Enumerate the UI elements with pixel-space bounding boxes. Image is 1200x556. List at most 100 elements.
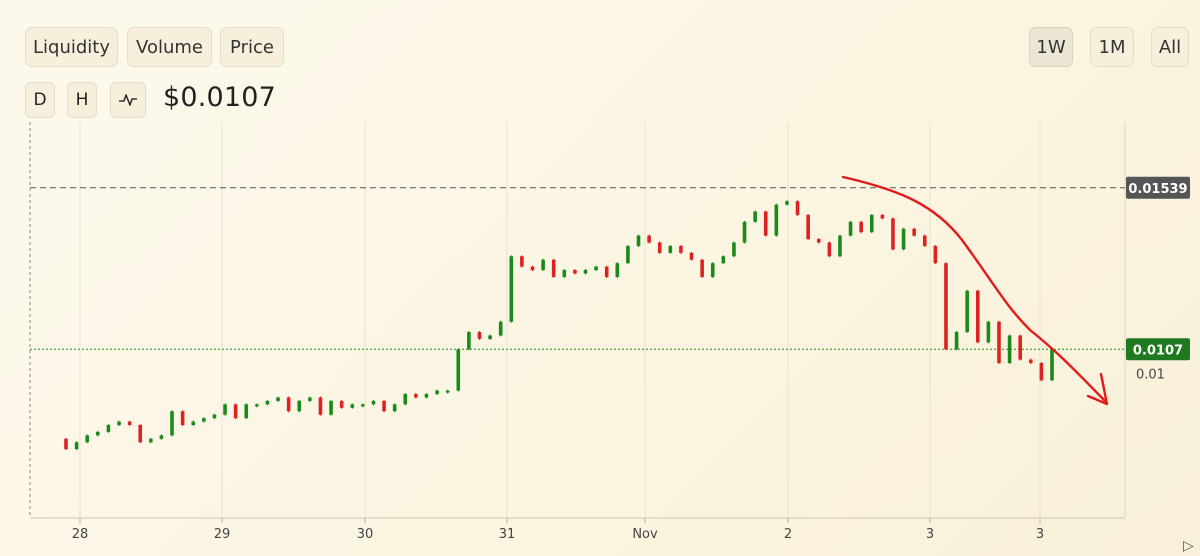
candle xyxy=(170,411,174,436)
candle xyxy=(318,397,323,415)
candle xyxy=(859,221,863,233)
candle xyxy=(732,242,736,257)
range-1m-button[interactable]: 1M xyxy=(1090,27,1134,67)
candle xyxy=(233,404,238,419)
candle xyxy=(827,242,832,257)
candle xyxy=(297,400,302,412)
candle xyxy=(689,252,694,260)
candle xyxy=(763,211,768,236)
x-tick-label: 30 xyxy=(357,527,374,542)
candle xyxy=(774,204,779,236)
candle xyxy=(1028,359,1033,364)
candle xyxy=(679,245,683,253)
candle xyxy=(96,431,100,436)
candle xyxy=(361,404,365,407)
line-chart-icon[interactable] xyxy=(110,82,146,118)
candle xyxy=(477,332,482,339)
candle xyxy=(403,394,408,405)
candle xyxy=(202,418,206,422)
candle xyxy=(414,394,418,398)
candle xyxy=(721,256,726,264)
x-tick-label: 3 xyxy=(926,527,934,542)
y-axis: 0.01 xyxy=(1136,367,1165,382)
candle xyxy=(626,245,630,264)
x-tick-label: 31 xyxy=(499,527,516,542)
candle xyxy=(382,400,386,412)
grid xyxy=(29,122,1126,523)
trend-arrow-line xyxy=(841,175,1108,404)
y-tick-label: 0.01 xyxy=(1136,367,1165,382)
candle xyxy=(64,438,68,450)
interval-d-button[interactable]: D xyxy=(25,82,55,118)
reference-badge-label: 0.0107 xyxy=(1133,343,1183,358)
candle xyxy=(329,400,333,415)
candle xyxy=(255,404,259,407)
candle xyxy=(573,270,577,274)
x-axis: 28 29 30 31 Nov 2 3 3 xyxy=(72,527,1044,542)
candle xyxy=(456,349,461,391)
candle xyxy=(138,425,143,443)
candle xyxy=(954,332,959,350)
candle xyxy=(371,400,376,405)
x-tick-label: 29 xyxy=(214,527,231,542)
candle xyxy=(191,421,196,426)
candle xyxy=(657,242,662,253)
candle xyxy=(127,421,132,426)
candle xyxy=(180,411,185,426)
candle xyxy=(1018,335,1022,360)
candle xyxy=(785,201,789,205)
candle xyxy=(753,211,757,222)
candle xyxy=(74,442,79,450)
candle xyxy=(223,404,227,415)
candle xyxy=(1050,349,1054,381)
reference-badge xyxy=(1126,338,1190,361)
candle xyxy=(392,404,397,412)
candle xyxy=(159,435,164,439)
reference-lines: 0.01539 0.0107 xyxy=(30,176,1190,361)
line-chart-glyph xyxy=(119,94,137,106)
candle xyxy=(869,214,874,233)
candle xyxy=(965,290,969,333)
candle xyxy=(912,228,916,236)
candle xyxy=(551,259,556,277)
range-1w-button[interactable]: 1W xyxy=(1029,27,1073,67)
candle xyxy=(975,290,980,343)
candle xyxy=(350,404,355,408)
candle xyxy=(339,400,344,408)
candle xyxy=(530,266,535,271)
cursor-icon: ▷ xyxy=(1183,538,1194,554)
candle xyxy=(488,335,492,339)
volume-tab[interactable]: Volume xyxy=(127,27,212,67)
candle xyxy=(806,214,810,240)
candle xyxy=(742,221,747,243)
price-tab[interactable]: Price xyxy=(220,27,284,67)
range-all-button[interactable]: All xyxy=(1151,27,1189,67)
candle xyxy=(891,218,895,250)
candle xyxy=(816,239,821,243)
candle xyxy=(901,228,906,250)
candle xyxy=(615,263,620,277)
candle xyxy=(838,235,842,257)
candle xyxy=(435,390,439,395)
candle xyxy=(286,397,291,412)
candle xyxy=(424,394,429,398)
candle xyxy=(594,266,598,271)
liquidity-tab[interactable]: Liquidity xyxy=(25,27,118,67)
interval-h-button[interactable]: H xyxy=(67,82,97,118)
candle xyxy=(106,425,111,432)
candle xyxy=(149,438,153,443)
candle xyxy=(636,235,641,246)
trend-annotation xyxy=(841,175,1109,406)
x-tick-label: 28 xyxy=(72,527,89,542)
candle xyxy=(668,245,673,253)
candle xyxy=(212,414,217,419)
x-tick-label: 3 xyxy=(1036,527,1044,542)
trend-arrow-head xyxy=(1086,372,1109,406)
candle xyxy=(1039,363,1044,381)
candle xyxy=(604,266,609,277)
candle xyxy=(848,221,853,236)
candle xyxy=(265,400,270,405)
candle xyxy=(795,201,800,215)
x-tick-label: 2 xyxy=(784,527,792,542)
